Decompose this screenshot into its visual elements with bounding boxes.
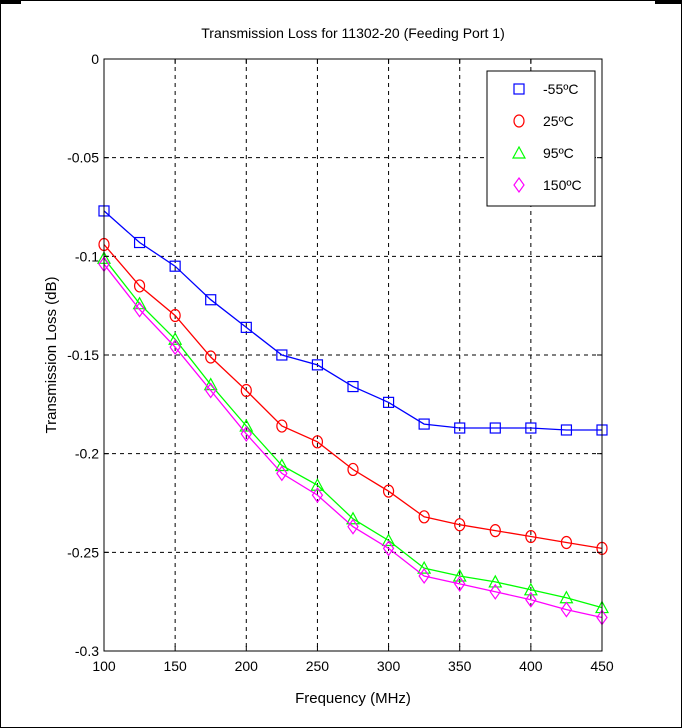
y-axis-label: Transmission Loss (dB) bbox=[43, 277, 60, 434]
data-point bbox=[453, 575, 466, 592]
x-tick-label: 100 bbox=[92, 658, 116, 674]
legend-label: 25ºC bbox=[543, 113, 574, 129]
series-group bbox=[98, 237, 608, 555]
data-point bbox=[488, 574, 503, 588]
x-tick-label: 450 bbox=[590, 658, 614, 674]
data-point bbox=[560, 601, 573, 618]
y-tick-label: -0.25 bbox=[67, 544, 99, 560]
ticks: 100 150 200 250 300 350 400 450 0 -0.05 -0.1 -0.15 -… bbox=[67, 51, 614, 674]
data-point bbox=[240, 383, 252, 398]
data-point bbox=[240, 321, 252, 333]
data-point bbox=[523, 582, 538, 596]
data-point bbox=[133, 279, 146, 293]
top-rule bbox=[1, 1, 21, 4]
y-tick-label: -0.1 bbox=[75, 248, 99, 264]
data-point bbox=[560, 424, 573, 436]
data-point bbox=[311, 359, 324, 371]
x-tick-label: 300 bbox=[377, 658, 401, 674]
series-line bbox=[103, 244, 603, 550]
data-point bbox=[168, 331, 183, 345]
legend-label: 150ºC bbox=[543, 177, 582, 193]
data-point bbox=[560, 535, 573, 550]
legend-marker bbox=[513, 176, 525, 194]
data-point bbox=[310, 477, 325, 491]
data-point bbox=[133, 236, 146, 249]
x-tick-label: 250 bbox=[306, 658, 330, 674]
y-tick-label: -0.05 bbox=[67, 150, 99, 166]
data-point bbox=[525, 591, 537, 608]
data-point bbox=[347, 518, 359, 535]
series-layer bbox=[96, 205, 610, 626]
series-line bbox=[103, 210, 602, 431]
data-point bbox=[274, 458, 289, 472]
top-rule bbox=[655, 1, 681, 4]
data-point bbox=[169, 339, 181, 356]
data-point bbox=[418, 418, 430, 430]
x-tick-label: 200 bbox=[235, 658, 259, 674]
series-line bbox=[103, 263, 603, 619]
data-point bbox=[489, 422, 501, 434]
x-tick-label: 150 bbox=[163, 658, 187, 674]
legend-marker bbox=[513, 83, 525, 95]
data-point bbox=[525, 422, 537, 434]
data-point bbox=[169, 260, 181, 272]
x-tick-label: 400 bbox=[519, 658, 543, 674]
x-tick-label: 350 bbox=[448, 658, 472, 674]
legend-label: -55ºC bbox=[543, 81, 578, 97]
data-point bbox=[417, 560, 432, 574]
data-point bbox=[489, 583, 502, 600]
data-point bbox=[240, 425, 253, 442]
legend-label: 95ºC bbox=[543, 145, 574, 161]
legend: -55ºC 25ºC 95ºC 150ºC bbox=[486, 70, 596, 207]
data-point bbox=[382, 540, 395, 557]
chart-title: Transmission Loss for 11302-20 (Feeding … bbox=[201, 25, 504, 41]
data-point bbox=[382, 484, 395, 498]
legend-marker bbox=[511, 145, 527, 159]
data-point bbox=[418, 510, 430, 524]
data-point bbox=[205, 350, 217, 364]
data-point bbox=[311, 487, 324, 504]
data-point bbox=[311, 435, 324, 449]
data-point bbox=[489, 524, 501, 538]
y-tick-label: -0.2 bbox=[75, 446, 99, 462]
data-point bbox=[276, 419, 288, 433]
data-point bbox=[276, 349, 288, 361]
data-point bbox=[276, 465, 288, 482]
data-point bbox=[454, 422, 466, 434]
data-point bbox=[525, 529, 537, 544]
data-point bbox=[452, 568, 467, 582]
data-point bbox=[133, 301, 146, 318]
legend-box bbox=[486, 70, 596, 207]
data-point bbox=[204, 382, 217, 399]
y-tick-label: -0.15 bbox=[67, 347, 99, 363]
series-group bbox=[98, 256, 608, 626]
data-point bbox=[169, 308, 181, 323]
x-axis-label: Frequency (MHz) bbox=[295, 690, 411, 707]
series-group bbox=[98, 205, 608, 436]
data-point bbox=[382, 396, 395, 408]
data-point bbox=[381, 533, 396, 547]
data-point bbox=[239, 418, 254, 432]
data-point bbox=[454, 518, 466, 532]
data-point bbox=[418, 567, 430, 585]
y-tick-label: 0 bbox=[91, 51, 99, 67]
data-point bbox=[347, 462, 359, 477]
data-point bbox=[205, 294, 217, 306]
legend-marker bbox=[513, 114, 525, 128]
data-point bbox=[347, 380, 359, 393]
data-point bbox=[345, 511, 361, 525]
y-tick-label: -0.3 bbox=[75, 643, 99, 659]
